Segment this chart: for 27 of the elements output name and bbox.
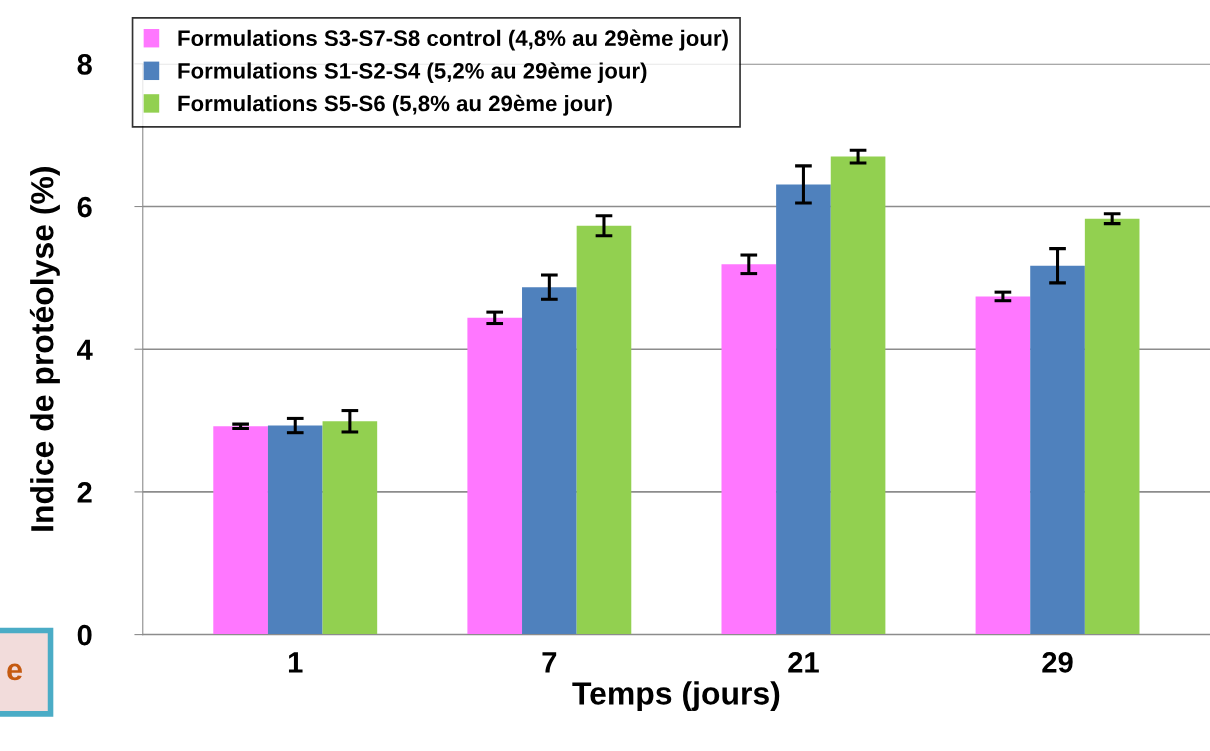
y-tick-label: 8	[77, 54, 92, 75]
bar	[830, 156, 886, 635]
bar	[322, 421, 378, 635]
x-tick-label: 29	[1042, 652, 1073, 673]
y-tick-label: 4	[77, 339, 93, 360]
bar	[975, 296, 1031, 635]
x-tick-label: 7	[542, 652, 557, 673]
bar	[522, 287, 577, 635]
x-axis-title: Temps (jours)	[572, 681, 780, 712]
legend-label: Formulations S5-S6 (5,8% au 29ème jour)	[178, 94, 612, 116]
y-tick-label: 0	[77, 624, 92, 646]
bar	[267, 425, 323, 635]
text: e	[7, 663, 22, 681]
y-tick-label: 2	[77, 482, 92, 503]
bar	[776, 184, 831, 635]
x-tick-label: 1	[288, 652, 303, 673]
y-tick-label: 6	[77, 196, 92, 218]
bar	[1084, 218, 1140, 635]
legend-label: Formulations S1-S2-S4 (5,2% au 29ème jour)	[178, 62, 647, 84]
bar	[721, 264, 777, 635]
bar	[576, 225, 632, 635]
y-axis-title: Indice de protéolyse (%)	[29, 167, 60, 531]
bar	[467, 317, 523, 635]
x-tick-label: 21	[788, 652, 819, 673]
bar	[1030, 265, 1085, 635]
bar	[213, 426, 268, 635]
legend-label: Formulations S3-S7-S8 control (4,8% au 29ème jour)	[178, 29, 728, 51]
